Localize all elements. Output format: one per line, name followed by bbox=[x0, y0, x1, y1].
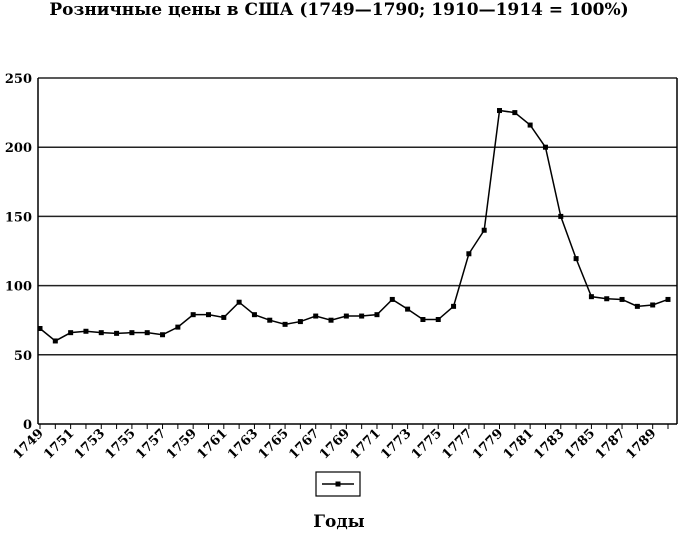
data-point bbox=[650, 302, 656, 308]
data-point bbox=[466, 251, 472, 257]
data-point bbox=[558, 213, 564, 219]
x-tick-label: 1753 bbox=[72, 426, 108, 462]
data-point bbox=[405, 306, 411, 312]
data-point bbox=[251, 312, 257, 318]
data-point bbox=[175, 324, 181, 330]
x-tick-label: 1787 bbox=[593, 426, 629, 462]
data-point bbox=[267, 317, 273, 323]
chart-title: Розничные цены в США (1749—1790; 1910—19… bbox=[49, 0, 629, 20]
data-point bbox=[542, 144, 548, 150]
x-tick-label: 1781 bbox=[501, 426, 537, 462]
data-point bbox=[144, 330, 150, 336]
y-tick-label: 250 bbox=[5, 72, 32, 87]
y-tick-label: 50 bbox=[14, 349, 32, 364]
data-point bbox=[236, 299, 242, 305]
x-tick-label: 1769 bbox=[317, 426, 353, 462]
data-point bbox=[359, 313, 365, 319]
y-tick-label: 0 bbox=[23, 418, 32, 433]
data-point bbox=[527, 122, 533, 128]
x-tick-label: 1773 bbox=[378, 426, 414, 462]
data-point bbox=[573, 256, 579, 262]
x-tick-label: 1761 bbox=[194, 426, 230, 462]
data-point bbox=[420, 317, 426, 323]
data-point bbox=[481, 227, 487, 233]
series-line bbox=[39, 109, 669, 342]
data-point bbox=[114, 330, 120, 336]
x-tick-label: 1757 bbox=[133, 426, 169, 462]
data-point bbox=[389, 296, 395, 302]
y-tick-label: 150 bbox=[5, 210, 32, 225]
data-point bbox=[37, 326, 43, 332]
data-point bbox=[435, 317, 441, 323]
data-point bbox=[190, 312, 196, 318]
data-point bbox=[512, 110, 518, 116]
data-point bbox=[328, 317, 334, 323]
data-point bbox=[205, 312, 211, 318]
data-point bbox=[83, 328, 89, 334]
data-point bbox=[221, 314, 227, 320]
data-point bbox=[451, 303, 457, 309]
x-tick-label: 1779 bbox=[470, 426, 506, 462]
x-tick-label: 1771 bbox=[348, 426, 384, 462]
data-point bbox=[634, 303, 640, 309]
x-tick-label: 1775 bbox=[409, 426, 445, 462]
x-tick-label: 1777 bbox=[440, 426, 476, 462]
data-point bbox=[98, 330, 104, 336]
x-tick-label: 1783 bbox=[531, 426, 567, 462]
data-point bbox=[604, 296, 610, 302]
data-point bbox=[52, 338, 58, 344]
data-point bbox=[129, 330, 135, 336]
x-tick-label: 1789 bbox=[623, 426, 659, 462]
x-tick-label: 1765 bbox=[256, 426, 292, 462]
x-tick-label: 1755 bbox=[103, 426, 139, 462]
x-axis-label: Годы bbox=[313, 512, 365, 532]
x-tick-label: 1759 bbox=[164, 426, 200, 462]
data-point bbox=[313, 313, 319, 319]
data-point bbox=[619, 296, 625, 302]
data-point bbox=[588, 294, 594, 300]
x-tick-label: 1767 bbox=[286, 426, 322, 462]
data-point bbox=[68, 330, 74, 336]
data-point bbox=[343, 313, 349, 319]
y-tick-label: 100 bbox=[5, 280, 32, 295]
x-tick-label: 1763 bbox=[225, 426, 261, 462]
x-tick-label: 1751 bbox=[41, 426, 77, 462]
x-tick-label: 1785 bbox=[562, 426, 598, 462]
data-point bbox=[160, 332, 166, 338]
data-point bbox=[297, 319, 303, 325]
legend-marker bbox=[335, 481, 341, 487]
y-tick-label: 200 bbox=[5, 141, 32, 156]
data-point bbox=[374, 312, 380, 318]
data-point bbox=[665, 296, 671, 302]
data-point bbox=[282, 321, 288, 327]
data-point bbox=[497, 108, 503, 114]
